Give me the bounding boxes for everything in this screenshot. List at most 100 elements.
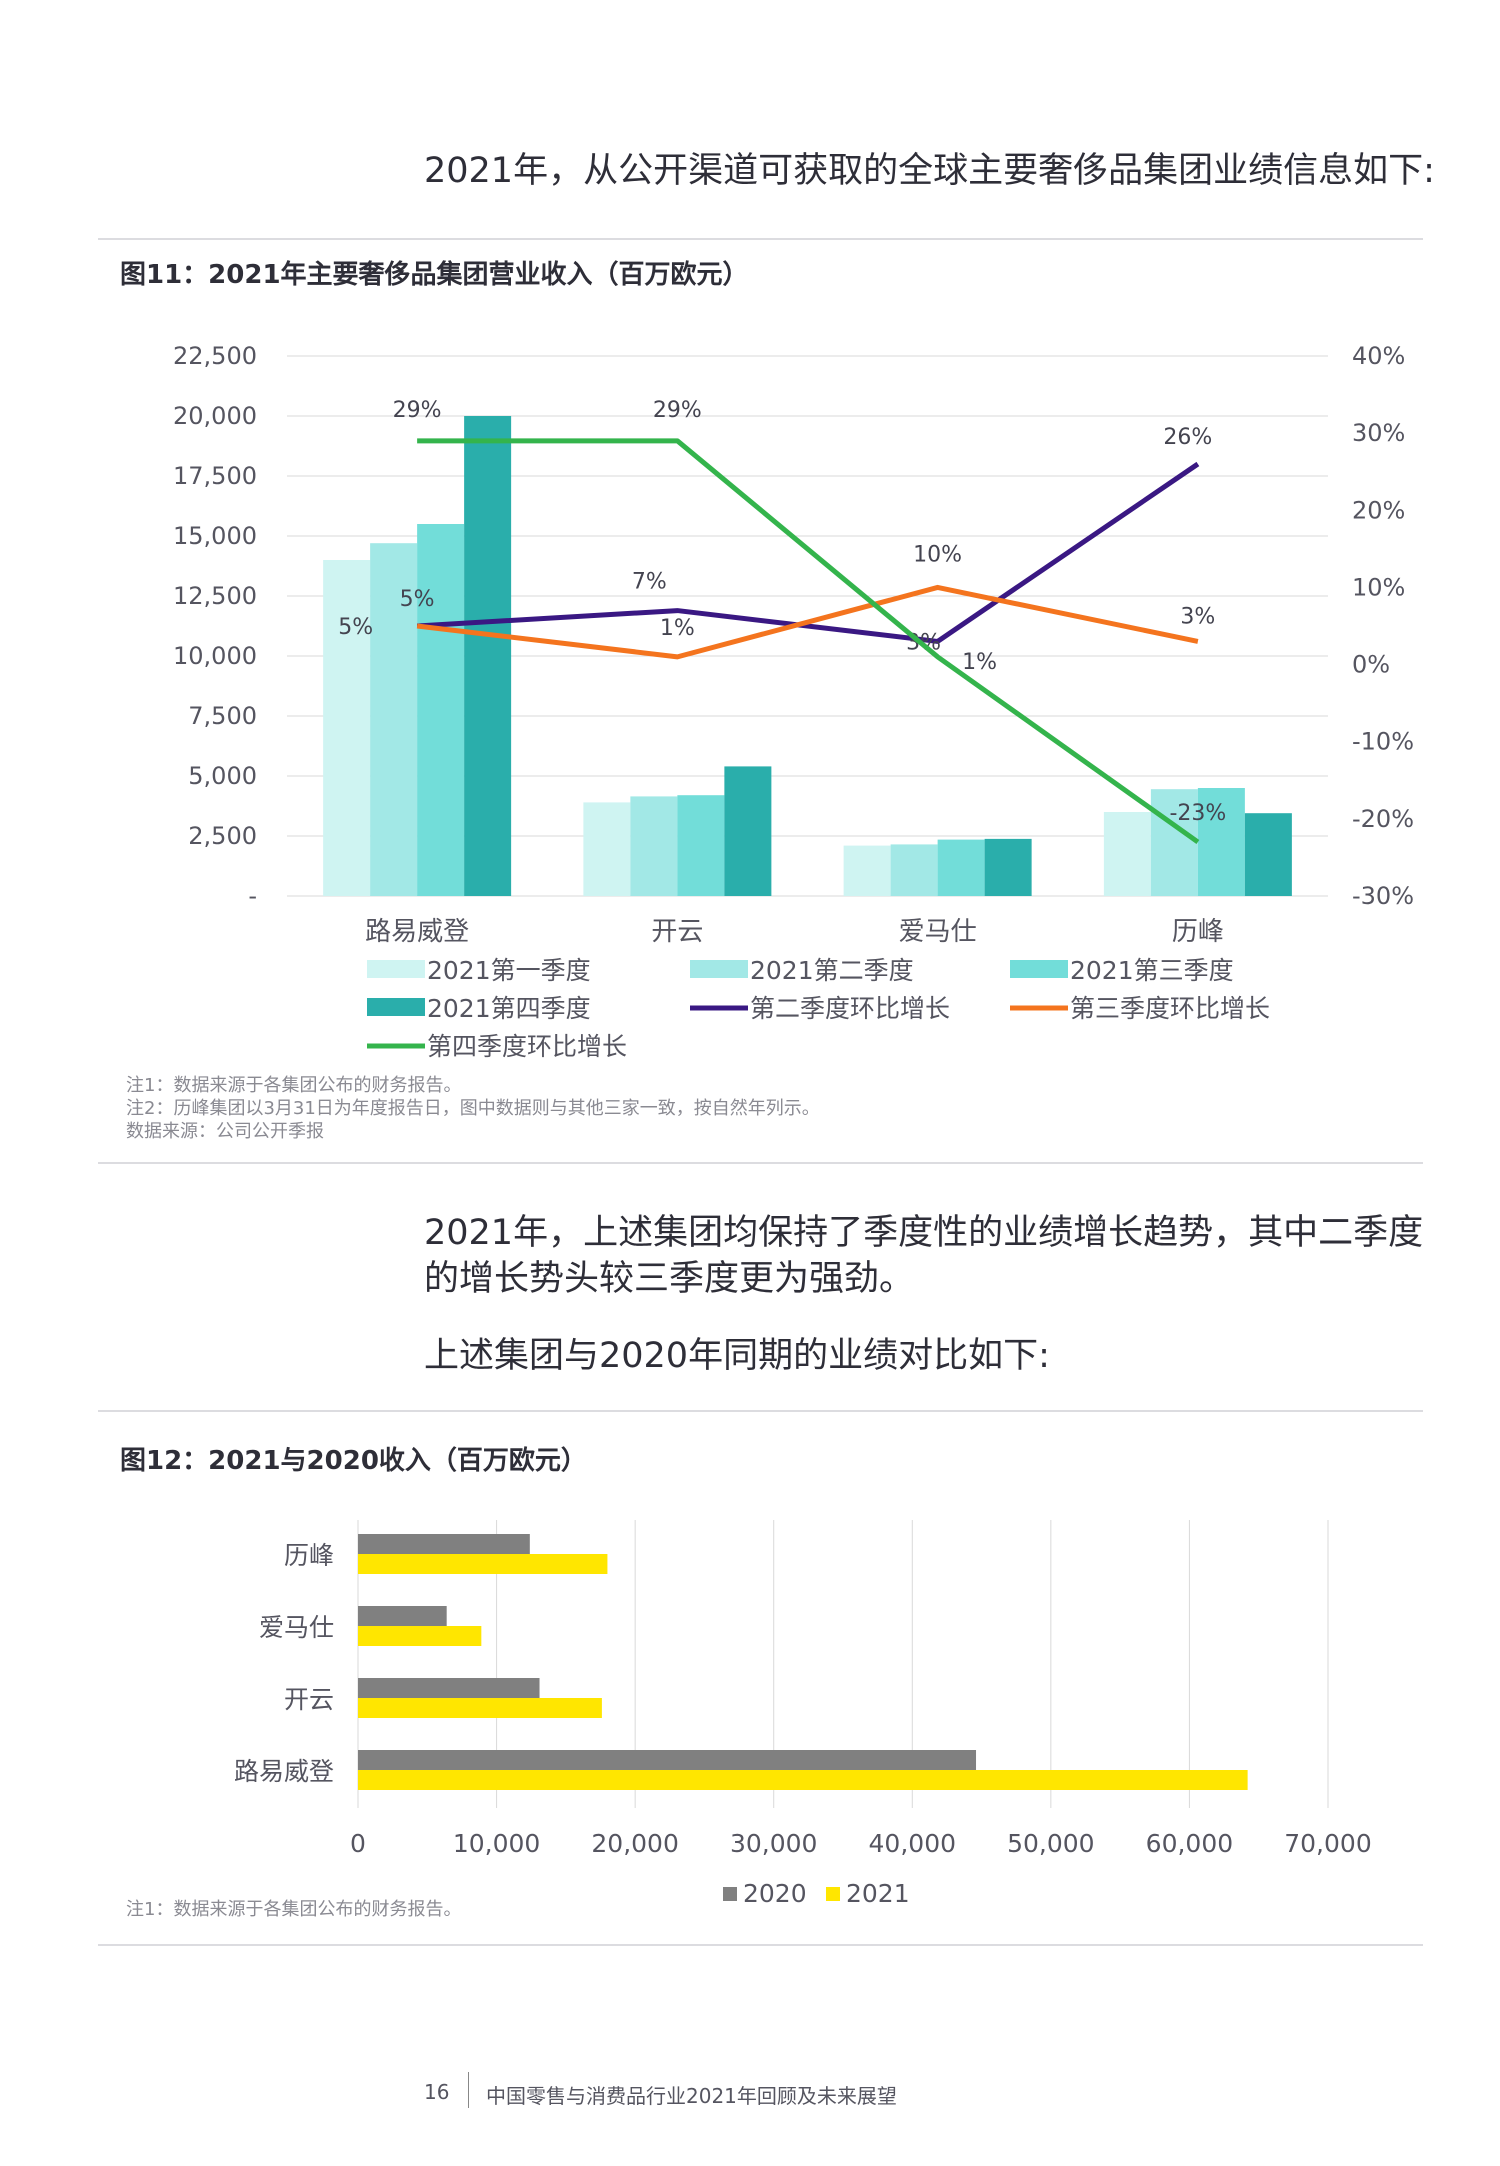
data-label: 1% (962, 650, 997, 675)
legend-swatch (367, 998, 425, 1016)
divider (98, 238, 1423, 240)
intro-text: 2021年，从公开渠道可获取的全球主要奢侈品集团业绩信息如下: (424, 151, 1435, 191)
series-line (416, 461, 1200, 644)
bar (937, 839, 985, 896)
legend-label: 第四季度环比增长 (427, 1032, 627, 1061)
report-title: 中国零售与消费品行业2021年回顾及未来展望 (486, 2084, 897, 2108)
y-tick-label: 7,500 (188, 702, 257, 730)
bar (677, 795, 725, 896)
y-tick-label: 15,000 (173, 522, 257, 550)
y2-tick-label: 30% (1352, 419, 1405, 447)
legend-label: 2021第三季度 (1070, 956, 1234, 985)
data-label: 3% (1180, 604, 1215, 629)
x-category-label: 路易威登 (365, 917, 469, 947)
figure-12-title: 图12：2021与2020收入（百万欧元） (120, 1446, 587, 1476)
y-tick-label: 17,500 (173, 462, 257, 490)
figure-12-note: 注1：数据来源于各集团公布的财务报告。 (126, 1899, 462, 1920)
bar (358, 1678, 540, 1698)
legend-label: 2020 (743, 1879, 807, 1908)
data-label: 10% (913, 542, 962, 567)
y-category-label: 爱马仕 (259, 1613, 334, 1642)
x-tick-label: 60,000 (1146, 1829, 1233, 1858)
y2-tick-label: -30% (1352, 882, 1414, 910)
bar (464, 416, 512, 896)
x-tick-label: 70,000 (1284, 1829, 1371, 1858)
legend-label: 第三季度环比增长 (1070, 994, 1270, 1023)
data-label: 5% (338, 615, 373, 640)
legend-label: 2021第二季度 (750, 956, 914, 985)
legend-label: 2021第一季度 (427, 956, 591, 985)
x-tick-label: 0 (350, 1829, 366, 1858)
footer-separator (468, 2072, 469, 2108)
figure-11-note-2: 注2：历峰集团以3月31日为年度报告日，图中数据则与其他三家一致，按自然年列示。 (126, 1098, 820, 1119)
bar (417, 524, 465, 896)
bar (358, 1698, 602, 1718)
bar (358, 1750, 977, 1770)
data-label: 1% (660, 616, 695, 641)
legend-label: 2021第四季度 (427, 994, 591, 1023)
legend-swatch (690, 960, 748, 978)
x-tick-label: 40,000 (869, 1829, 956, 1858)
y-tick-label: 10,000 (173, 642, 257, 670)
y-tick-label: 22,500 (173, 342, 257, 370)
body-text-line-1: 2021年，上述集团均保持了季度性的业绩增长趋势，其中二季度 (424, 1213, 1424, 1253)
divider (98, 1944, 1423, 1946)
y-tick-label: - (248, 882, 257, 910)
bar (1197, 788, 1245, 896)
figure-11-note-1: 注1：数据来源于各集团公布的财务报告。 (126, 1075, 462, 1096)
body-text-line-2: 的增长势头较三季度更为强劲。 (424, 1259, 915, 1299)
legend-swatch (367, 960, 425, 978)
legend-swatch (1010, 960, 1068, 978)
bar (358, 1770, 1248, 1790)
x-category-label: 历峰 (1172, 917, 1224, 947)
bar (358, 1534, 530, 1554)
legend-swatch (826, 1887, 840, 1901)
bar (1244, 813, 1292, 896)
series-line (417, 438, 1200, 845)
y2-tick-label: 40% (1352, 342, 1405, 370)
bar (984, 838, 1032, 896)
y-tick-label: 20,000 (173, 402, 257, 430)
figure-11-source: 数据来源：公司公开季报 (126, 1121, 324, 1142)
page-number: 16 (424, 2080, 450, 2104)
x-tick-label: 30,000 (730, 1829, 817, 1858)
y2-tick-label: 10% (1352, 573, 1405, 601)
bar (1150, 789, 1198, 896)
x-category-label: 爱马仕 (899, 917, 977, 947)
bar (583, 802, 631, 896)
bar (358, 1626, 482, 1646)
bar (358, 1606, 447, 1626)
y2-tick-label: 20% (1352, 496, 1405, 524)
y-tick-label: 2,500 (188, 822, 257, 850)
bar (1103, 812, 1151, 896)
series-line (416, 584, 1199, 660)
revenue-quarterly-chart: - 2,500 5,000 7,500 10,000 12,500 15,000 17,500… (173, 342, 1414, 1061)
y2-tick-label: -20% (1352, 805, 1414, 833)
data-label: 26% (1163, 425, 1212, 450)
bar (630, 796, 678, 896)
revenue-comparison-chart: 0 10,000 20,000 30,000 40,000 50,000 60,000 70,… (234, 1520, 1372, 1908)
y2-tick-label: -10% (1352, 728, 1414, 756)
bar (843, 845, 891, 896)
x-tick-label: 20,000 (591, 1829, 678, 1858)
x-tick-label: 50,000 (1007, 1829, 1094, 1858)
data-label: 29% (653, 398, 702, 423)
y-tick-label: 5,000 (188, 762, 257, 790)
data-label: -23% (1169, 801, 1226, 826)
data-label: 29% (393, 398, 442, 423)
bar (724, 766, 772, 896)
y-category-label: 历峰 (284, 1541, 334, 1570)
y2-tick-label: 0% (1352, 651, 1390, 679)
bar (358, 1554, 608, 1574)
legend-swatch (723, 1887, 737, 1901)
x-category-label: 开云 (651, 917, 703, 947)
data-label: 5% (400, 587, 435, 612)
y-tick-label: 12,500 (173, 582, 257, 610)
y-category-label: 路易威登 (234, 1757, 334, 1786)
body-text-line-3: 上述集团与2020年同期的业绩对比如下: (424, 1336, 1050, 1376)
bar (370, 543, 418, 896)
x-tick-label: 10,000 (453, 1829, 540, 1858)
bar (323, 560, 371, 896)
legend-label: 2021 (846, 1879, 910, 1908)
bar (890, 844, 938, 896)
